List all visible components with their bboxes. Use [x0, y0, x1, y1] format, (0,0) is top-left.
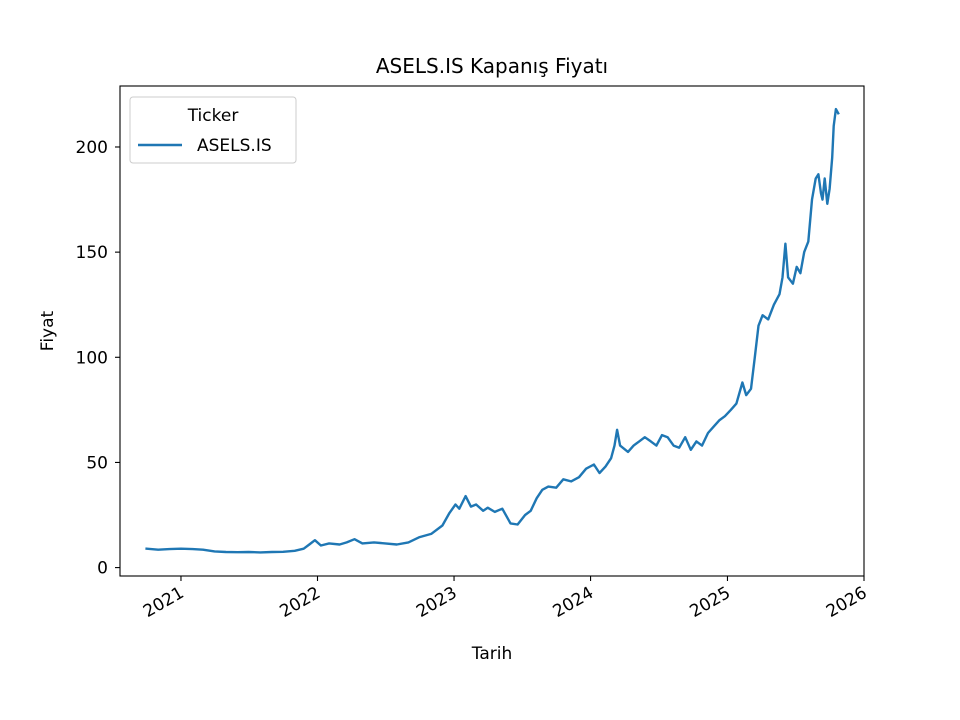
- x-axis-label: Tarih: [471, 644, 512, 664]
- legend-entry: ASELS.IS: [197, 136, 272, 156]
- plot-frame: [119, 85, 865, 577]
- legend: Ticker ASELS.IS: [129, 96, 297, 164]
- series-layer: [145, 107, 840, 554]
- y-tick-label: 100: [76, 348, 108, 368]
- y-tick-label: 0: [97, 559, 108, 579]
- chart-title: ASELS.IS Kapanış Fiyatı: [376, 54, 608, 78]
- y-axis-label: Fiyat: [38, 310, 58, 351]
- series-line: [145, 107, 840, 554]
- legend-box: [129, 96, 297, 164]
- y-axis: 0 50 100 150 200: [76, 138, 120, 579]
- y-tick-label: 50: [86, 453, 108, 473]
- legend-title: Ticker: [187, 106, 239, 126]
- y-tick-label: 200: [76, 138, 108, 158]
- y-tick-label: 150: [76, 243, 108, 263]
